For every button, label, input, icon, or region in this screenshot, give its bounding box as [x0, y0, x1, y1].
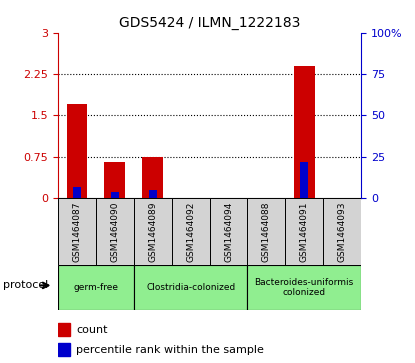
Text: count: count [76, 325, 108, 335]
Bar [247, 198, 285, 265]
Bar [58, 198, 96, 265]
Bar [286, 198, 323, 265]
Text: GSM1464089: GSM1464089 [148, 201, 157, 262]
Text: GSM1464091: GSM1464091 [300, 201, 309, 262]
Bar [323, 198, 361, 265]
Bar [58, 323, 70, 336]
Bar [210, 198, 247, 265]
Text: GSM1464092: GSM1464092 [186, 201, 195, 262]
Bar [111, 192, 119, 198]
Text: GSM1464090: GSM1464090 [110, 201, 120, 262]
Text: GSM1464088: GSM1464088 [262, 201, 271, 262]
Bar [58, 343, 70, 356]
Text: GSM1464094: GSM1464094 [224, 201, 233, 262]
Text: Bacteroides-uniformis
colonized: Bacteroides-uniformis colonized [255, 278, 354, 297]
Bar [67, 104, 88, 198]
Bar [105, 162, 125, 198]
Bar [134, 198, 172, 265]
Text: percentile rank within the sample: percentile rank within the sample [76, 345, 264, 355]
Text: germ-free: germ-free [73, 283, 118, 292]
Text: Clostridia-colonized: Clostridia-colonized [146, 283, 235, 292]
Bar [58, 265, 134, 310]
Bar [134, 265, 247, 310]
Bar [149, 191, 156, 198]
Text: GSM1464087: GSM1464087 [73, 201, 81, 262]
Text: GSM1464093: GSM1464093 [338, 201, 347, 262]
Text: protocol: protocol [3, 280, 48, 290]
Bar [96, 198, 134, 265]
Bar [73, 187, 81, 198]
Title: GDS5424 / ILMN_1222183: GDS5424 / ILMN_1222183 [119, 16, 300, 30]
Bar [300, 162, 308, 198]
Bar [247, 265, 361, 310]
Bar [294, 66, 315, 198]
Bar [172, 198, 210, 265]
Bar [142, 156, 163, 198]
